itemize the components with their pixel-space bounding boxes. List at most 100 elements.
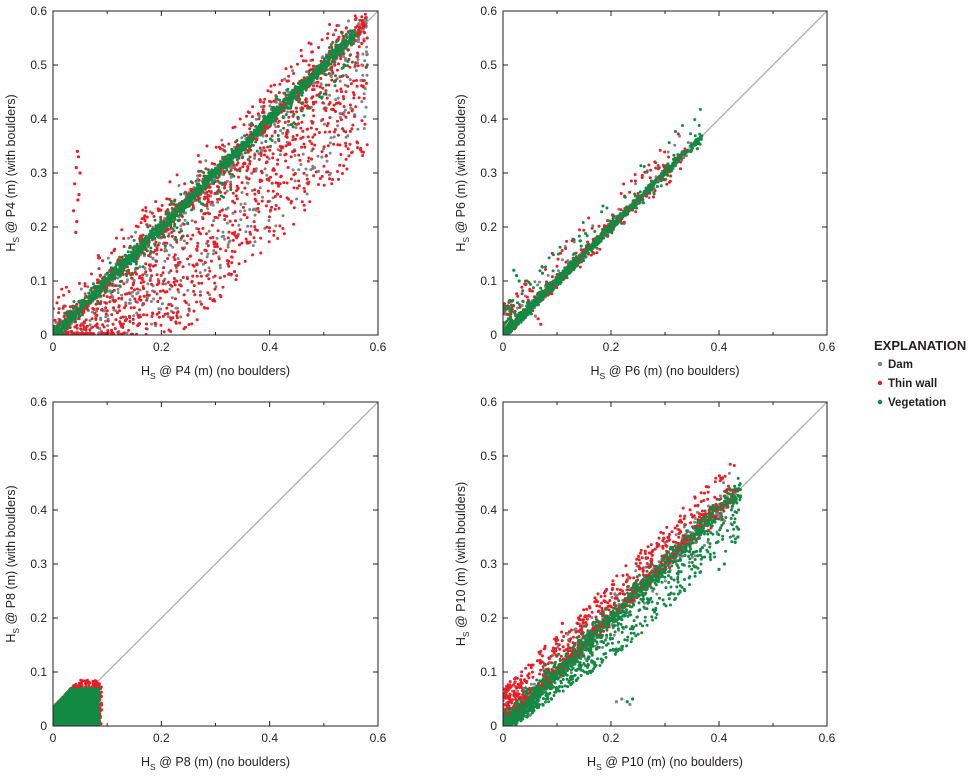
data-point (111, 266, 115, 270)
data-point (97, 267, 101, 271)
data-point (597, 224, 601, 228)
data-point (308, 106, 312, 110)
data-point (317, 169, 321, 173)
data-point (312, 174, 316, 178)
data-point (247, 241, 251, 245)
data-point (284, 113, 288, 117)
data-point (223, 218, 227, 221)
data-point (192, 309, 196, 313)
data-point (319, 83, 323, 87)
data-point (324, 83, 328, 87)
data-point (301, 59, 305, 63)
data-point (221, 285, 225, 289)
data-point (126, 257, 130, 261)
data-point (342, 129, 346, 133)
data-point (276, 162, 279, 166)
data-point (353, 14, 357, 18)
data-point (125, 260, 129, 264)
data-point (198, 186, 201, 190)
data-point (324, 91, 328, 95)
data-point (82, 321, 86, 325)
data-point (155, 228, 159, 232)
data-point (364, 65, 368, 69)
data-point (117, 271, 121, 275)
data-point (311, 167, 315, 171)
data-point (153, 242, 157, 246)
data-point (297, 99, 301, 103)
data-point (173, 224, 176, 228)
data-point (164, 282, 168, 286)
data-point (329, 66, 333, 70)
data-point (165, 290, 169, 294)
data-point (104, 319, 107, 323)
data-point (175, 311, 179, 315)
data-point (175, 173, 179, 177)
data-point (144, 247, 148, 251)
data-point (248, 230, 252, 234)
data-point (131, 253, 134, 257)
data-point (91, 282, 95, 286)
data-point (261, 149, 265, 152)
data-point (316, 154, 320, 158)
data-point (175, 213, 179, 217)
data-point (257, 126, 261, 130)
data-point (350, 38, 354, 42)
data-point (365, 63, 369, 67)
data-point (205, 183, 209, 186)
data-point (223, 170, 227, 174)
data-point (114, 299, 117, 302)
data-point (314, 100, 318, 104)
data-point (62, 330, 66, 334)
data-point (354, 16, 358, 20)
data-point (250, 189, 254, 193)
data-point (288, 102, 292, 106)
data-point (200, 302, 203, 306)
data-point (294, 126, 298, 130)
data-point (119, 269, 123, 273)
data-point (274, 172, 278, 176)
data-point (179, 192, 183, 196)
data-point (212, 249, 216, 253)
data-point (197, 281, 201, 285)
data-point (182, 239, 186, 243)
data-point (278, 144, 282, 148)
data-point (198, 290, 202, 294)
data-point (299, 126, 303, 130)
data-point (82, 301, 86, 305)
data-point (135, 248, 139, 252)
data-point (63, 324, 67, 328)
data-point (253, 213, 257, 217)
data-point (169, 316, 173, 320)
data-point (146, 240, 150, 244)
data-point (292, 206, 296, 210)
data-point (291, 168, 295, 172)
data-point (344, 26, 348, 30)
data-point (306, 182, 310, 186)
data-point (172, 277, 176, 280)
data-point (100, 308, 104, 311)
data-point (116, 276, 120, 280)
data-point (187, 262, 191, 266)
data-point (204, 178, 207, 182)
data-point (234, 149, 238, 153)
data-point (254, 117, 258, 121)
data-point (249, 137, 253, 141)
data-point (267, 157, 271, 161)
data-point (356, 58, 360, 61)
data-point (175, 279, 179, 283)
data-point (211, 235, 215, 239)
data-point (536, 283, 540, 287)
data-point (284, 159, 288, 163)
data-point (226, 245, 230, 249)
data-point (308, 139, 312, 143)
data-point (152, 215, 156, 218)
data-point (226, 243, 230, 247)
data-point (63, 318, 67, 322)
data-point (234, 278, 238, 282)
data-point (276, 106, 280, 110)
data-point (334, 40, 338, 44)
data-point (335, 53, 339, 57)
data-point (296, 96, 300, 100)
data-point (198, 160, 202, 164)
data-point (277, 182, 281, 186)
